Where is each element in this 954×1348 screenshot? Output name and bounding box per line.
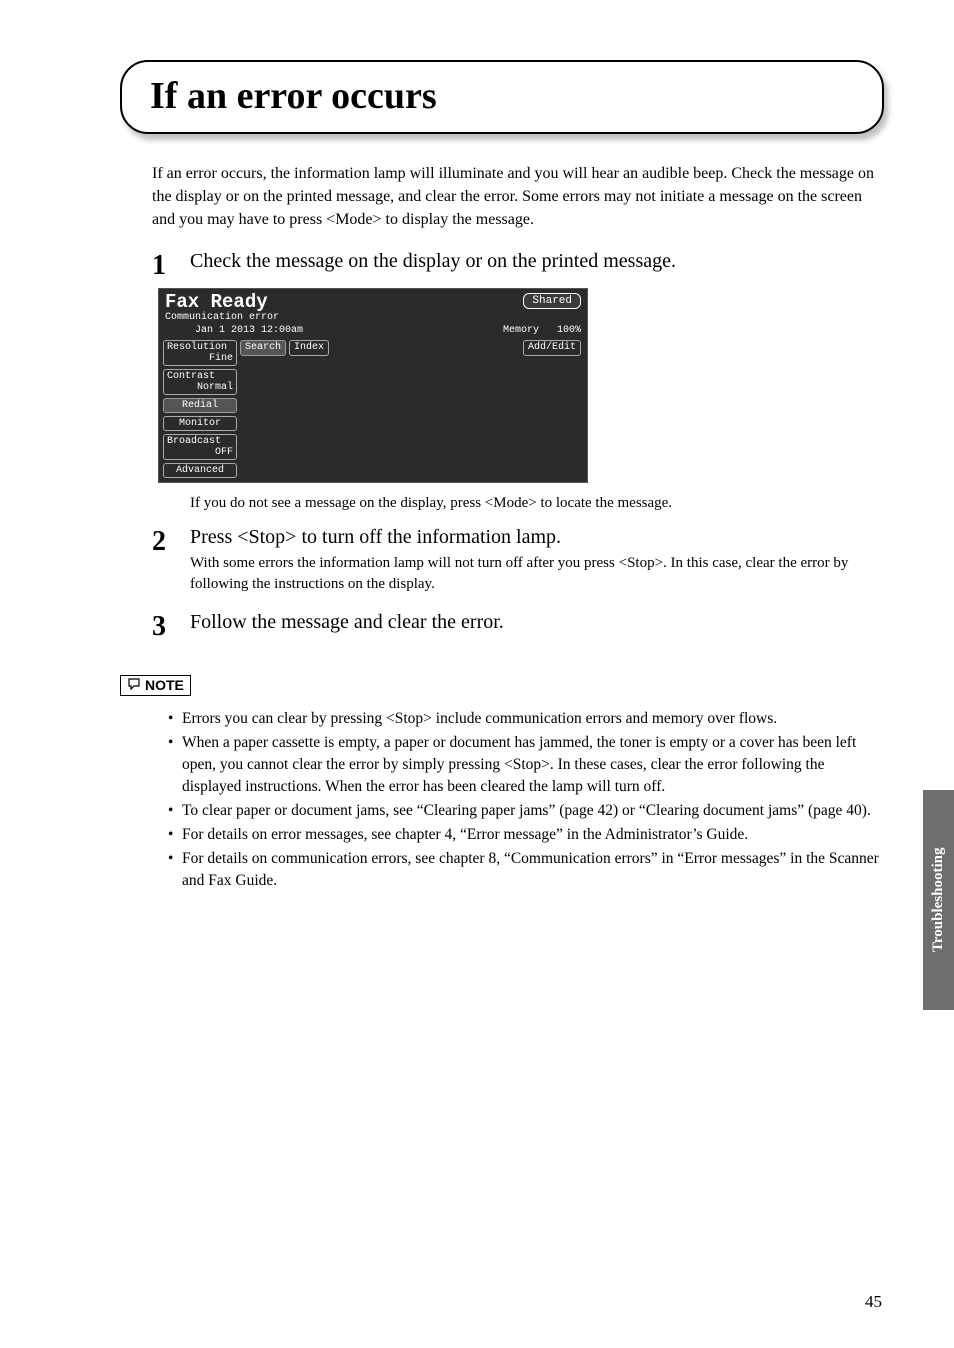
step-1-number: 1 bbox=[152, 252, 190, 280]
fax-advanced-button: Advanced bbox=[163, 463, 237, 478]
fax-memory-label: Memory bbox=[503, 325, 539, 336]
note-label: NOTE bbox=[145, 677, 184, 693]
fax-resolution-label: Resolution bbox=[167, 342, 233, 353]
fax-addedit-button: Add/Edit bbox=[523, 340, 581, 356]
fax-resolution-button: Resolution Fine bbox=[163, 340, 237, 366]
step-1-heading: Check the message on the display or on t… bbox=[190, 250, 884, 273]
note-item: For details on error messages, see chapt… bbox=[168, 824, 884, 846]
fax-contrast-label: Contrast bbox=[167, 371, 233, 382]
step-1: 1 Check the message on the display or on… bbox=[152, 250, 884, 280]
fax-index-button: Index bbox=[289, 340, 329, 356]
fax-monitor-button: Monitor bbox=[163, 416, 237, 431]
speech-icon bbox=[127, 677, 141, 694]
fax-shared-tab: Shared bbox=[523, 293, 581, 309]
fax-status: Communication error bbox=[165, 312, 279, 323]
fax-broadcast-label: Broadcast bbox=[167, 436, 233, 447]
fax-memory-value: 100% bbox=[557, 325, 581, 336]
fax-resolution-value: Fine bbox=[209, 353, 233, 364]
step-3: 3 Follow the message and clear the error… bbox=[152, 611, 884, 641]
fax-title: Fax Ready bbox=[165, 293, 279, 312]
fax-datetime: Jan 1 2013 12:00am bbox=[167, 325, 303, 336]
fax-contrast-button: Contrast Normal bbox=[163, 369, 237, 395]
note-item: To clear paper or document jams, see “Cl… bbox=[168, 800, 884, 822]
step-3-number: 3 bbox=[152, 613, 190, 641]
fax-broadcast-button: Broadcast OFF bbox=[163, 434, 237, 460]
page-number: 45 bbox=[865, 1292, 882, 1312]
fax-redial-button: Redial bbox=[163, 398, 237, 413]
step-1-after: If you do not see a message on the displ… bbox=[190, 495, 884, 512]
step-2: 2 Press <Stop> to turn off the informati… bbox=[152, 526, 884, 595]
step-2-sub: With some errors the information lamp wi… bbox=[190, 553, 884, 595]
note-label-box: NOTE bbox=[120, 675, 191, 696]
step-2-heading: Press <Stop> to turn off the information… bbox=[190, 526, 884, 549]
step-3-heading: Follow the message and clear the error. bbox=[190, 611, 884, 634]
page-title: If an error occurs bbox=[150, 74, 854, 118]
step-2-number: 2 bbox=[152, 528, 190, 556]
note-item: Errors you can clear by pressing <Stop> … bbox=[168, 708, 884, 730]
section-tab: Troubleshooting bbox=[923, 790, 954, 1010]
fax-display-screenshot: Fax Ready Communication error Shared Jan… bbox=[158, 288, 588, 483]
fax-contrast-value: Normal bbox=[197, 382, 233, 393]
fax-broadcast-value: OFF bbox=[215, 447, 233, 458]
fax-search-button: Search bbox=[240, 340, 286, 356]
intro-paragraph: If an error occurs, the information lamp… bbox=[152, 162, 884, 232]
note-list: Errors you can clear by pressing <Stop> … bbox=[168, 708, 884, 892]
note-item: For details on communication errors, see… bbox=[168, 848, 884, 892]
page-title-frame: If an error occurs bbox=[120, 60, 884, 134]
note-item: When a paper cassette is empty, a paper … bbox=[168, 732, 884, 798]
